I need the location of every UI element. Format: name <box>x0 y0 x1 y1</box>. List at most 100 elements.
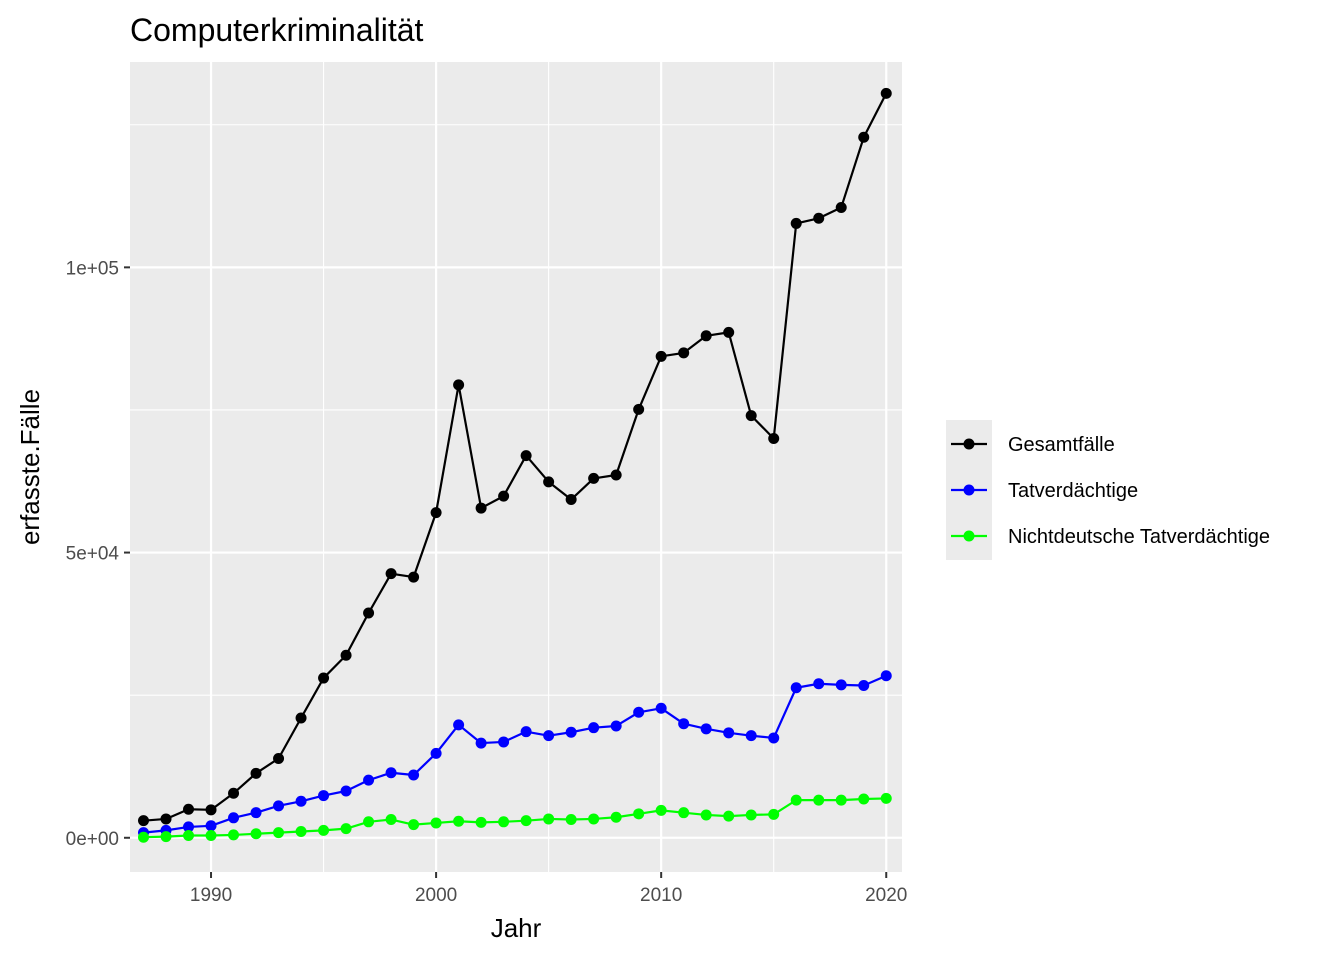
data-point <box>633 808 645 820</box>
x-axis: 1990 2000 2010 2020 <box>190 872 907 906</box>
data-point <box>295 795 307 807</box>
series-line-1 <box>143 92 888 822</box>
data-point <box>880 792 892 804</box>
data-point <box>273 752 285 764</box>
data-point <box>385 767 397 779</box>
series-line-2 <box>143 674 887 834</box>
data-point <box>700 723 712 735</box>
legend-key-point <box>963 438 975 450</box>
data-point <box>340 823 352 835</box>
data-point <box>453 719 465 731</box>
data-point <box>138 831 150 843</box>
data-point <box>183 829 195 841</box>
data-point <box>318 824 330 836</box>
data-point <box>565 494 577 506</box>
data-point <box>745 730 757 742</box>
data-point <box>610 720 622 732</box>
x-tick-label: 1990 <box>190 885 232 906</box>
data-point <box>678 807 690 819</box>
data-point <box>475 737 487 749</box>
data-point <box>543 730 555 742</box>
data-point <box>228 812 240 824</box>
data-point <box>475 816 487 828</box>
data-point <box>565 726 577 738</box>
data-point <box>228 787 240 799</box>
data-point <box>228 829 240 841</box>
data-point <box>835 201 847 213</box>
data-point <box>385 568 397 580</box>
data-point <box>498 816 510 828</box>
data-point <box>858 131 870 143</box>
data-point <box>363 774 375 786</box>
x-axis-title: Jahr <box>491 913 542 943</box>
series-line-3 <box>143 797 887 839</box>
data-point <box>588 813 600 825</box>
chart-title: Computerkriminalität <box>130 12 424 48</box>
data-point <box>318 790 330 802</box>
data-point <box>768 808 780 820</box>
data-point <box>610 469 622 481</box>
data-point <box>430 817 442 829</box>
data-point <box>520 815 532 827</box>
data-point <box>340 785 352 797</box>
data-point <box>408 571 420 583</box>
data-point <box>295 712 307 724</box>
data-point <box>250 807 262 819</box>
data-point <box>453 815 465 827</box>
data-point <box>790 794 802 806</box>
data-point <box>183 821 195 833</box>
data-point <box>340 649 352 661</box>
data-point <box>363 607 375 619</box>
data-point <box>813 794 825 806</box>
data-point <box>700 330 712 342</box>
data-point <box>565 814 577 826</box>
data-point <box>408 769 420 781</box>
data-point <box>363 816 375 828</box>
minor-gridlines <box>130 62 902 872</box>
data-point <box>250 828 262 840</box>
y-tick-label: 1e+05 <box>66 258 119 279</box>
data-point <box>745 809 757 821</box>
data-point <box>543 476 555 488</box>
data-point <box>498 736 510 748</box>
data-point <box>498 490 510 502</box>
data-point <box>160 813 172 825</box>
data-point <box>858 793 870 805</box>
data-point <box>138 815 150 827</box>
data-point <box>588 722 600 734</box>
y-tick-label: 0e+00 <box>66 829 119 850</box>
data-point <box>385 814 397 826</box>
data-point <box>880 670 892 682</box>
data-point <box>768 732 780 744</box>
data-point <box>408 819 420 831</box>
data-point <box>205 820 217 832</box>
data-point <box>430 507 442 519</box>
data-point <box>543 813 555 825</box>
legend-key-point <box>963 530 975 542</box>
legend-key-point <box>963 484 975 496</box>
data-point <box>160 831 172 843</box>
data-point <box>588 472 600 484</box>
data-point <box>790 217 802 229</box>
x-tick-label: 2010 <box>640 885 682 906</box>
data-point <box>250 767 262 779</box>
series-points <box>138 87 892 843</box>
data-point <box>813 212 825 224</box>
data-point <box>655 702 667 714</box>
data-point <box>273 827 285 839</box>
y-axis: 0e+00 5e+04 1e+05 <box>66 258 130 850</box>
data-point <box>835 794 847 806</box>
data-point <box>835 679 847 691</box>
data-point <box>318 672 330 684</box>
data-point <box>745 410 757 422</box>
data-point <box>880 87 892 99</box>
data-point <box>655 350 667 362</box>
data-point <box>295 826 307 837</box>
data-point <box>723 326 735 338</box>
x-tick-label: 2000 <box>415 885 457 906</box>
y-tick-label: 5e+04 <box>66 544 120 565</box>
data-point <box>858 679 870 691</box>
data-point <box>813 678 825 690</box>
data-point <box>678 347 690 359</box>
